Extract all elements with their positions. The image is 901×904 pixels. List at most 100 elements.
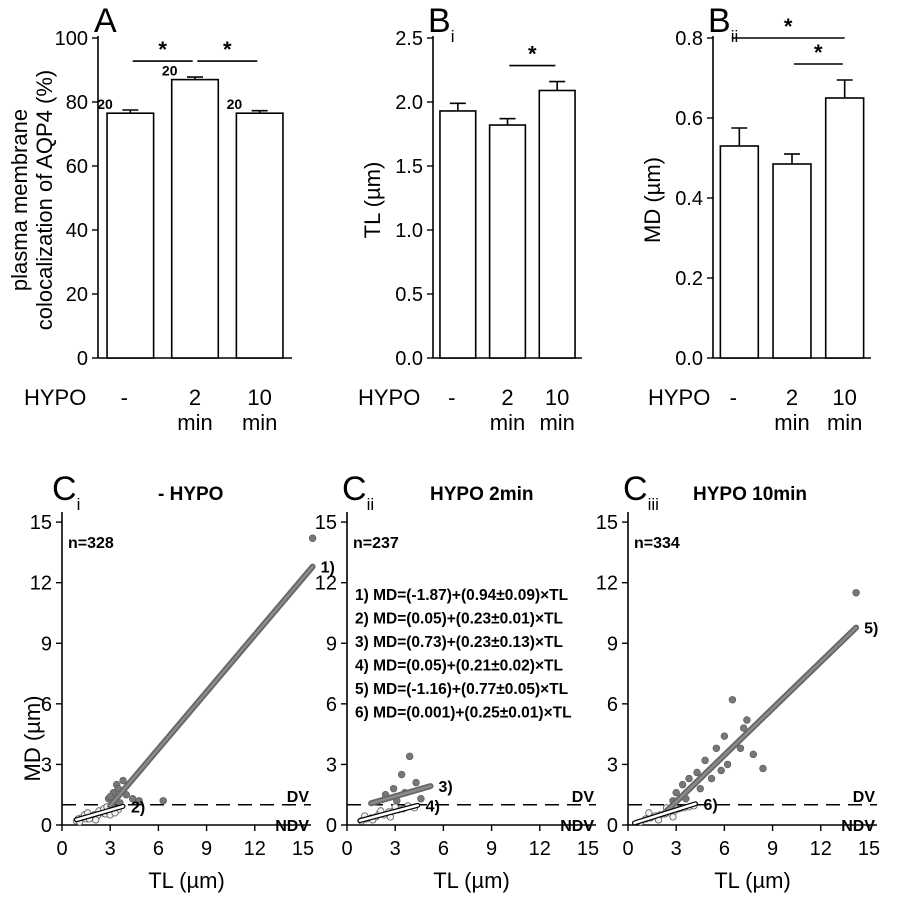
threshold-label-dv: DV <box>853 789 876 806</box>
y-tick-label: 20 <box>66 284 88 306</box>
data-point-dv <box>678 780 687 789</box>
y-tick-label: 0 <box>607 815 618 837</box>
condition-label: HYPO <box>24 385 86 410</box>
x-tick-label: 9 <box>486 838 497 860</box>
condition-label: HYPO <box>648 385 710 410</box>
y-tick-label: 3 <box>326 754 337 776</box>
x-tick-label: 3 <box>105 838 116 860</box>
data-point-dv <box>736 744 745 752</box>
x-tick-label: 6 <box>719 838 730 860</box>
data-point-dv <box>308 534 317 542</box>
x-axis-label: TL (µm) <box>148 868 225 893</box>
category-label: min <box>827 410 862 435</box>
fit-equation: 2) MD=(0.05)+(0.23±0.01)×TL <box>355 611 563 628</box>
data-point-dv <box>712 744 721 752</box>
y-tick-label: 100 <box>55 28 88 50</box>
threshold-label-dv: DV <box>287 789 310 806</box>
y-tick-label: 0.2 <box>675 268 703 290</box>
data-point-dv <box>743 716 751 724</box>
threshold-label-dv: DV <box>572 789 595 806</box>
x-tick-label: 15 <box>577 838 599 860</box>
y-axis-label: MD (µm) <box>20 696 45 782</box>
y-tick-label: 15 <box>315 512 337 534</box>
category-label: - <box>121 385 128 410</box>
y-tick-label: 6 <box>41 694 52 716</box>
panel-Bi: Bi0.00.51.01.52.02.5TL (µm)*HYPO -2min10m… <box>358 2 582 435</box>
category-label: min <box>774 410 809 435</box>
y-tick-label: 6 <box>326 694 337 716</box>
y-tick-label: 9 <box>41 633 52 655</box>
data-point-dv <box>728 696 737 704</box>
data-point-dv <box>106 793 114 801</box>
bar <box>439 110 477 359</box>
category-label: min <box>242 410 277 435</box>
panel-Cii: Cii HYPO 2min n=237 0 3 6 9 12 15 0 3 6 9 12 15 TL (µm)… <box>315 470 599 893</box>
y-tick-label: 12 <box>596 573 618 595</box>
panel-label-Bii-subscript: ii <box>731 27 739 46</box>
data-point-ndv <box>92 816 100 824</box>
data-point-dv <box>720 732 729 740</box>
bar <box>824 97 865 359</box>
fit-equation: 6) MD=(0.001)+(0.25±0.01)×TL <box>355 705 572 722</box>
y-axis-label: MD (µm) <box>640 157 665 243</box>
bar <box>772 163 812 359</box>
y-tick-label: 2.5 <box>395 28 423 50</box>
x-axis-label: TL (µm) <box>433 868 510 893</box>
panel-label-A: A <box>94 2 117 40</box>
panel-title: HYPO 10min <box>693 484 807 505</box>
category-label: 10 <box>247 385 271 410</box>
data-point-dv <box>852 589 860 597</box>
n-label: n=334 <box>634 535 680 552</box>
y-tick-label: 9 <box>326 633 337 655</box>
x-tick-label: 15 <box>858 838 880 860</box>
y-tick-label: 0.8 <box>675 28 703 50</box>
data-point-dv <box>135 797 143 805</box>
data-point-dv <box>417 795 425 803</box>
y-tick-label: 15 <box>30 512 52 534</box>
data-point-dv <box>693 768 701 777</box>
panel-title: - HYPO <box>158 484 223 505</box>
data-point-dv <box>707 774 716 783</box>
data-point-dv <box>759 764 767 773</box>
data-point-dv <box>739 724 748 732</box>
category-label: 10 <box>545 385 569 410</box>
x-tick-label: 6 <box>153 838 164 860</box>
fit-line-dv-core <box>662 626 858 816</box>
bar <box>170 78 220 359</box>
category-label: min <box>490 410 525 435</box>
x-tick-label: 0 <box>341 838 352 860</box>
bar <box>106 112 155 359</box>
x-tick-label: 6 <box>438 838 449 860</box>
fit-label: 4) <box>426 798 440 815</box>
fit-label: 1) <box>321 560 335 577</box>
data-point-dv <box>672 788 680 797</box>
y-axis-label: colocalization of AQP4 (%) <box>32 70 57 330</box>
panel-label-Ciii: Ciii <box>623 470 659 514</box>
category-label: min <box>539 410 574 435</box>
fit-label: 2) <box>131 799 145 816</box>
bar <box>538 89 576 359</box>
y-tick-label: 0.5 <box>395 284 423 306</box>
significance-star: * <box>223 37 232 62</box>
panel-label-Cii-subscript: ii <box>367 495 375 514</box>
panel-title: HYPO 2min <box>430 484 533 505</box>
y-tick-label: 1.0 <box>395 220 423 242</box>
threshold-label-ndv: NDV <box>275 818 309 835</box>
n-label: 20 <box>227 96 243 112</box>
fit-label: 6) <box>703 797 717 814</box>
x-tick-label: 3 <box>671 838 682 860</box>
bar <box>719 145 760 359</box>
data-point-dv <box>159 797 167 805</box>
fit-line-dv-core <box>369 784 432 805</box>
y-tick-label: 1.5 <box>395 156 423 178</box>
bar <box>488 124 527 359</box>
category-label: 10 <box>832 385 856 410</box>
n-label: n=328 <box>68 535 114 552</box>
data-point-dv <box>119 776 127 785</box>
y-tick-label: 12 <box>30 573 52 595</box>
threshold-label-ndv: NDV <box>841 818 875 835</box>
y-axis-label: plasma membrane <box>7 109 32 291</box>
y-tick-label: 9 <box>607 633 618 655</box>
